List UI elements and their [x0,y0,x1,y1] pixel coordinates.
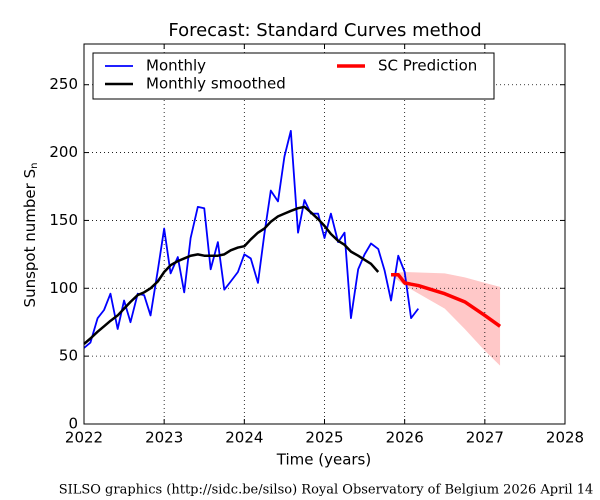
y-tick-label: 0 [68,415,78,433]
legend-box [92,52,495,100]
legend-label: Monthly smoothed [146,75,286,93]
x-tick-label: 2025 [305,429,343,447]
y-axis-label-sub: n [29,163,40,169]
series-line [391,272,502,328]
x-tick-label: 2023 [145,429,183,447]
legend-label: SC Prediction [378,57,477,75]
x-tick-label: 2022 [65,429,103,447]
series-line [83,205,380,345]
x-tick-label: 2028 [546,429,584,447]
y-tick-label: 50 [59,347,78,365]
y-tick-label: 150 [49,211,78,229]
prediction-band [391,272,501,366]
x-tick-label: 2024 [225,429,263,447]
x-tick-label: 2027 [466,429,504,447]
chart-title: Forecast: Standard Curves method [168,20,481,41]
y-tick-label: 100 [49,279,78,297]
footer: SILSO graphics (http://sidc.be/silso) Ro… [59,483,594,498]
y-axis-label-group: Sunspot number Sn [21,163,41,308]
y-tick-label: 250 [49,75,78,93]
x-axis-label: Time (years) [276,451,371,469]
y-axis-label: Sunspot number Sn [21,163,41,308]
legend-label: Monthly [146,57,206,75]
plot-frame [83,43,566,425]
y-axis-label-main: Sunspot number S [21,169,39,308]
x-tick-label: 2026 [386,429,424,447]
y-tick-label: 200 [49,143,78,161]
